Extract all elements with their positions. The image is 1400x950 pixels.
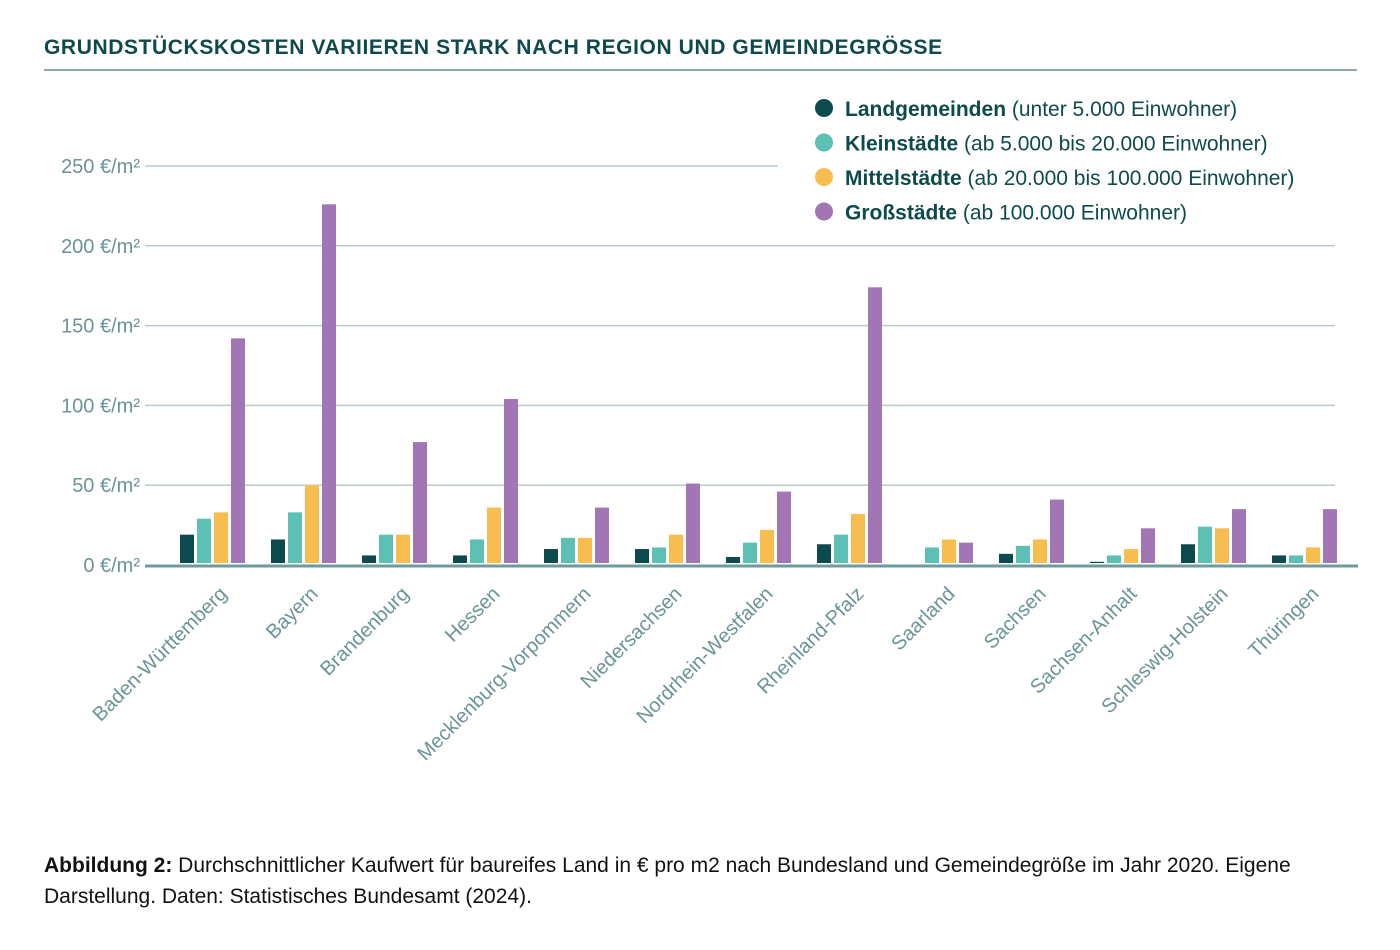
- bar-kleinstädte: [1198, 526, 1212, 563]
- bar-mittelstädte: [1215, 528, 1229, 563]
- x-tick-label: Thüringen: [1244, 583, 1323, 662]
- legend-name: Mittelstädte: [845, 167, 968, 190]
- y-tick-label: 50 €/m²: [72, 475, 140, 497]
- bar-großstädte: [504, 399, 518, 563]
- legend-desc: (unter 5.000 Einwohner): [1012, 98, 1237, 121]
- bar-mittelstädte: [942, 539, 956, 563]
- x-tick-label: Saarland: [887, 583, 959, 655]
- bar-mittelstädte: [1124, 549, 1138, 563]
- figure-caption: Abbildung 2: Durchschnittlicher Kaufwert…: [44, 850, 1364, 912]
- bar-kleinstädte: [288, 512, 302, 563]
- bar-kleinstädte: [561, 537, 575, 563]
- y-tick-label: 0 €/m²: [83, 555, 140, 577]
- bar-landgemeinden: [999, 553, 1013, 563]
- bar-kleinstädte: [743, 542, 757, 563]
- bar-großstädte: [1050, 499, 1064, 563]
- bar-mittelstädte: [851, 513, 865, 563]
- bar-großstädte: [413, 442, 427, 563]
- bar-mittelstädte: [578, 537, 592, 563]
- bar-mittelstädte: [1306, 547, 1320, 563]
- bar-großstädte: [231, 338, 245, 563]
- bar-großstädte: [959, 542, 973, 563]
- legend-name: Großstädte: [845, 202, 963, 225]
- bar-großstädte: [1232, 509, 1246, 563]
- bar-kleinstädte: [925, 547, 939, 563]
- bar-landgemeinden: [544, 549, 558, 563]
- legend-entry: Landgemeinden (unter 5.000 Einwohner): [845, 98, 1237, 121]
- bar-großstädte: [322, 204, 336, 563]
- bar-landgemeinden: [817, 544, 831, 563]
- y-tick-label: 150 €/m²: [61, 316, 140, 338]
- legend-name: Kleinstädte: [845, 133, 964, 156]
- bar-kleinstädte: [1289, 555, 1303, 563]
- bar-landgemeinden: [362, 555, 376, 563]
- x-tick-label: Brandenburg: [316, 583, 413, 680]
- chart-title: GRUNDSTÜCKSKOSTEN VARIIEREN STARK NACH R…: [44, 36, 943, 59]
- x-tick-label: Sachsen: [980, 583, 1051, 654]
- legend-desc: (ab 20.000 bis 100.000 Einwohner): [968, 167, 1295, 190]
- legend-entry: Großstädte (ab 100.000 Einwohner): [845, 202, 1187, 225]
- legend-entry: Mittelstädte (ab 20.000 bis 100.000 Einw…: [845, 167, 1294, 190]
- caption-text: Durchschnittlicher Kaufwert für baureife…: [44, 854, 1291, 908]
- legend-desc: (ab 5.000 bis 20.000 Einwohner): [964, 133, 1268, 156]
- bar-landgemeinden: [1090, 561, 1104, 563]
- bar-landgemeinden: [453, 555, 467, 563]
- bar-kleinstädte: [1016, 545, 1030, 563]
- legend-desc: (ab 100.000 Einwohner): [963, 202, 1187, 225]
- bar-kleinstädte: [379, 534, 393, 563]
- bar-mittelstädte: [214, 512, 228, 563]
- x-tick-label: Baden-Württemberg: [89, 583, 232, 726]
- x-tick-label: Hessen: [441, 583, 505, 647]
- title-divider: [44, 69, 1357, 71]
- bar-großstädte: [868, 287, 882, 563]
- bar-mittelstädte: [396, 534, 410, 563]
- bar-chart: 0 €/m² 50 €/m² 100 €/m² 150 €/m² 200 €/m² 250…: [61, 98, 1358, 765]
- y-tick-label: 100 €/m²: [61, 395, 140, 417]
- bar-kleinstädte: [834, 534, 848, 563]
- legend-marker-icon: [815, 133, 833, 152]
- bar-mittelstädte: [1033, 539, 1047, 563]
- bar-landgemeinden: [180, 534, 194, 563]
- bar-mittelstädte: [760, 529, 774, 563]
- bar-kleinstädte: [1107, 555, 1121, 563]
- x-tick-label: Mecklenburg-Vorpommern: [413, 583, 595, 765]
- legend-entry: Kleinstädte (ab 5.000 bis 20.000 Einwohn…: [845, 133, 1268, 156]
- bar-mittelstädte: [305, 485, 319, 563]
- bar-großstädte: [777, 491, 791, 563]
- y-tick-label: 250 €/m²: [61, 156, 140, 178]
- legend-marker-icon: [815, 99, 833, 117]
- bar-landgemeinden: [635, 549, 649, 563]
- legend-marker-icon: [815, 202, 833, 221]
- bar-großstädte: [595, 507, 609, 563]
- bar-landgemeinden: [1272, 555, 1286, 563]
- caption-label: Abbildung 2:: [44, 854, 173, 877]
- bar-mittelstädte: [669, 534, 683, 563]
- bar-kleinstädte: [652, 547, 666, 563]
- y-tick-label: 200 €/m²: [61, 236, 140, 258]
- bar-mittelstädte: [487, 507, 501, 563]
- legend-marker-icon: [815, 168, 833, 186]
- bar-landgemeinden: [1181, 544, 1195, 563]
- bar-landgemeinden: [271, 539, 285, 563]
- bar-großstädte: [1141, 528, 1155, 563]
- bar-großstädte: [1323, 509, 1337, 563]
- x-tick-label: Bayern: [262, 583, 322, 643]
- bar-kleinstädte: [470, 539, 484, 563]
- bar-landgemeinden: [726, 557, 740, 563]
- legend-name: Landgemeinden: [845, 98, 1012, 121]
- bar-großstädte: [686, 483, 700, 563]
- bar-kleinstädte: [197, 518, 211, 563]
